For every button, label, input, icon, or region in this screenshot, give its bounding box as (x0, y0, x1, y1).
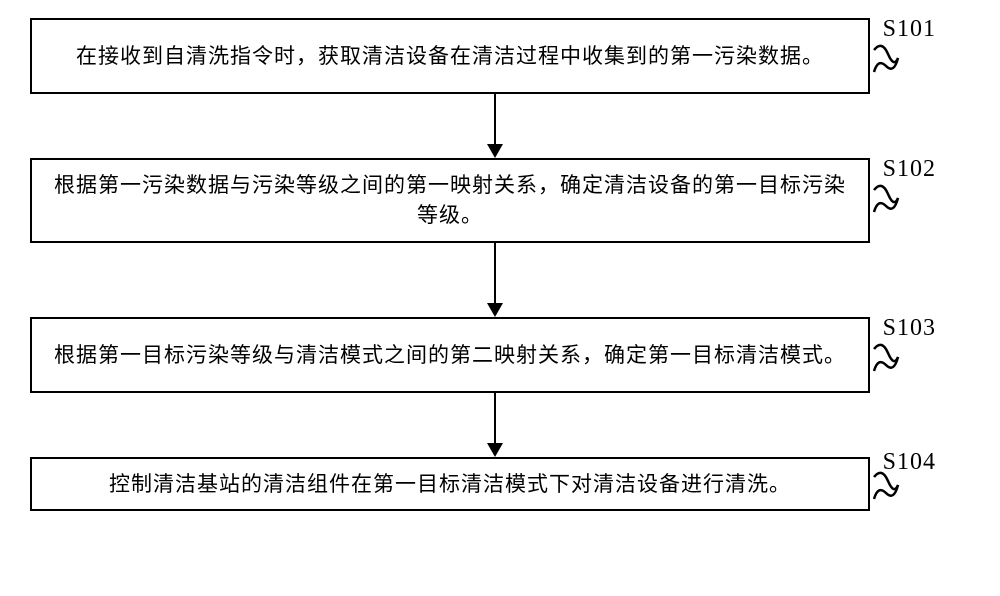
arrow-head-icon (487, 443, 503, 457)
step-row-s104: 控制清洁基站的清洁组件在第一目标清洁模式下对清洁设备进行清洗。 S104 (30, 457, 960, 511)
step-label-s102: S102 (883, 156, 936, 183)
tilde-connector-icon (872, 184, 900, 224)
step-text-s103: 根据第一目标污染等级与清洁模式之间的第二映射关系，确定第一目标清洁模式。 (54, 340, 846, 370)
step-text-s102: 根据第一污染数据与污染等级之间的第一映射关系，确定清洁设备的第一目标污染等级。 (50, 170, 850, 231)
flowchart-container: 在接收到自清洗指令时，获取清洁设备在清洁过程中收集到的第一污染数据。 S101 … (30, 18, 960, 511)
step-row-s103: 根据第一目标污染等级与清洁模式之间的第二映射关系，确定第一目标清洁模式。 S10… (30, 317, 960, 393)
step-text-s104: 控制清洁基站的清洁组件在第一目标清洁模式下对清洁设备进行清洗。 (109, 469, 791, 499)
arrow-line (494, 393, 496, 443)
step-label-s104: S104 (883, 449, 936, 476)
arrow-s102-s103 (487, 243, 503, 317)
step-text-s101: 在接收到自清洗指令时，获取清洁设备在清洁过程中收集到的第一污染数据。 (76, 41, 824, 71)
arrow-line (494, 94, 496, 144)
arrow-line (494, 243, 496, 303)
step-label-s101: S101 (883, 16, 936, 43)
arrow-head-icon (487, 303, 503, 317)
arrow-s103-s104 (487, 393, 503, 457)
step-box-s101: 在接收到自清洗指令时，获取清洁设备在清洁过程中收集到的第一污染数据。 (30, 18, 870, 94)
tilde-connector-icon (872, 471, 900, 511)
step-row-s101: 在接收到自清洗指令时，获取清洁设备在清洁过程中收集到的第一污染数据。 S101 (30, 18, 960, 94)
tilde-connector-icon (872, 44, 900, 84)
arrow-head-icon (487, 144, 503, 158)
step-box-s104: 控制清洁基站的清洁组件在第一目标清洁模式下对清洁设备进行清洗。 (30, 457, 870, 511)
tilde-connector-icon (872, 343, 900, 383)
step-box-s103: 根据第一目标污染等级与清洁模式之间的第二映射关系，确定第一目标清洁模式。 (30, 317, 870, 393)
step-label-s103: S103 (883, 315, 936, 342)
step-row-s102: 根据第一污染数据与污染等级之间的第一映射关系，确定清洁设备的第一目标污染等级。 … (30, 158, 960, 243)
arrow-s101-s102 (487, 94, 503, 158)
step-box-s102: 根据第一污染数据与污染等级之间的第一映射关系，确定清洁设备的第一目标污染等级。 (30, 158, 870, 243)
